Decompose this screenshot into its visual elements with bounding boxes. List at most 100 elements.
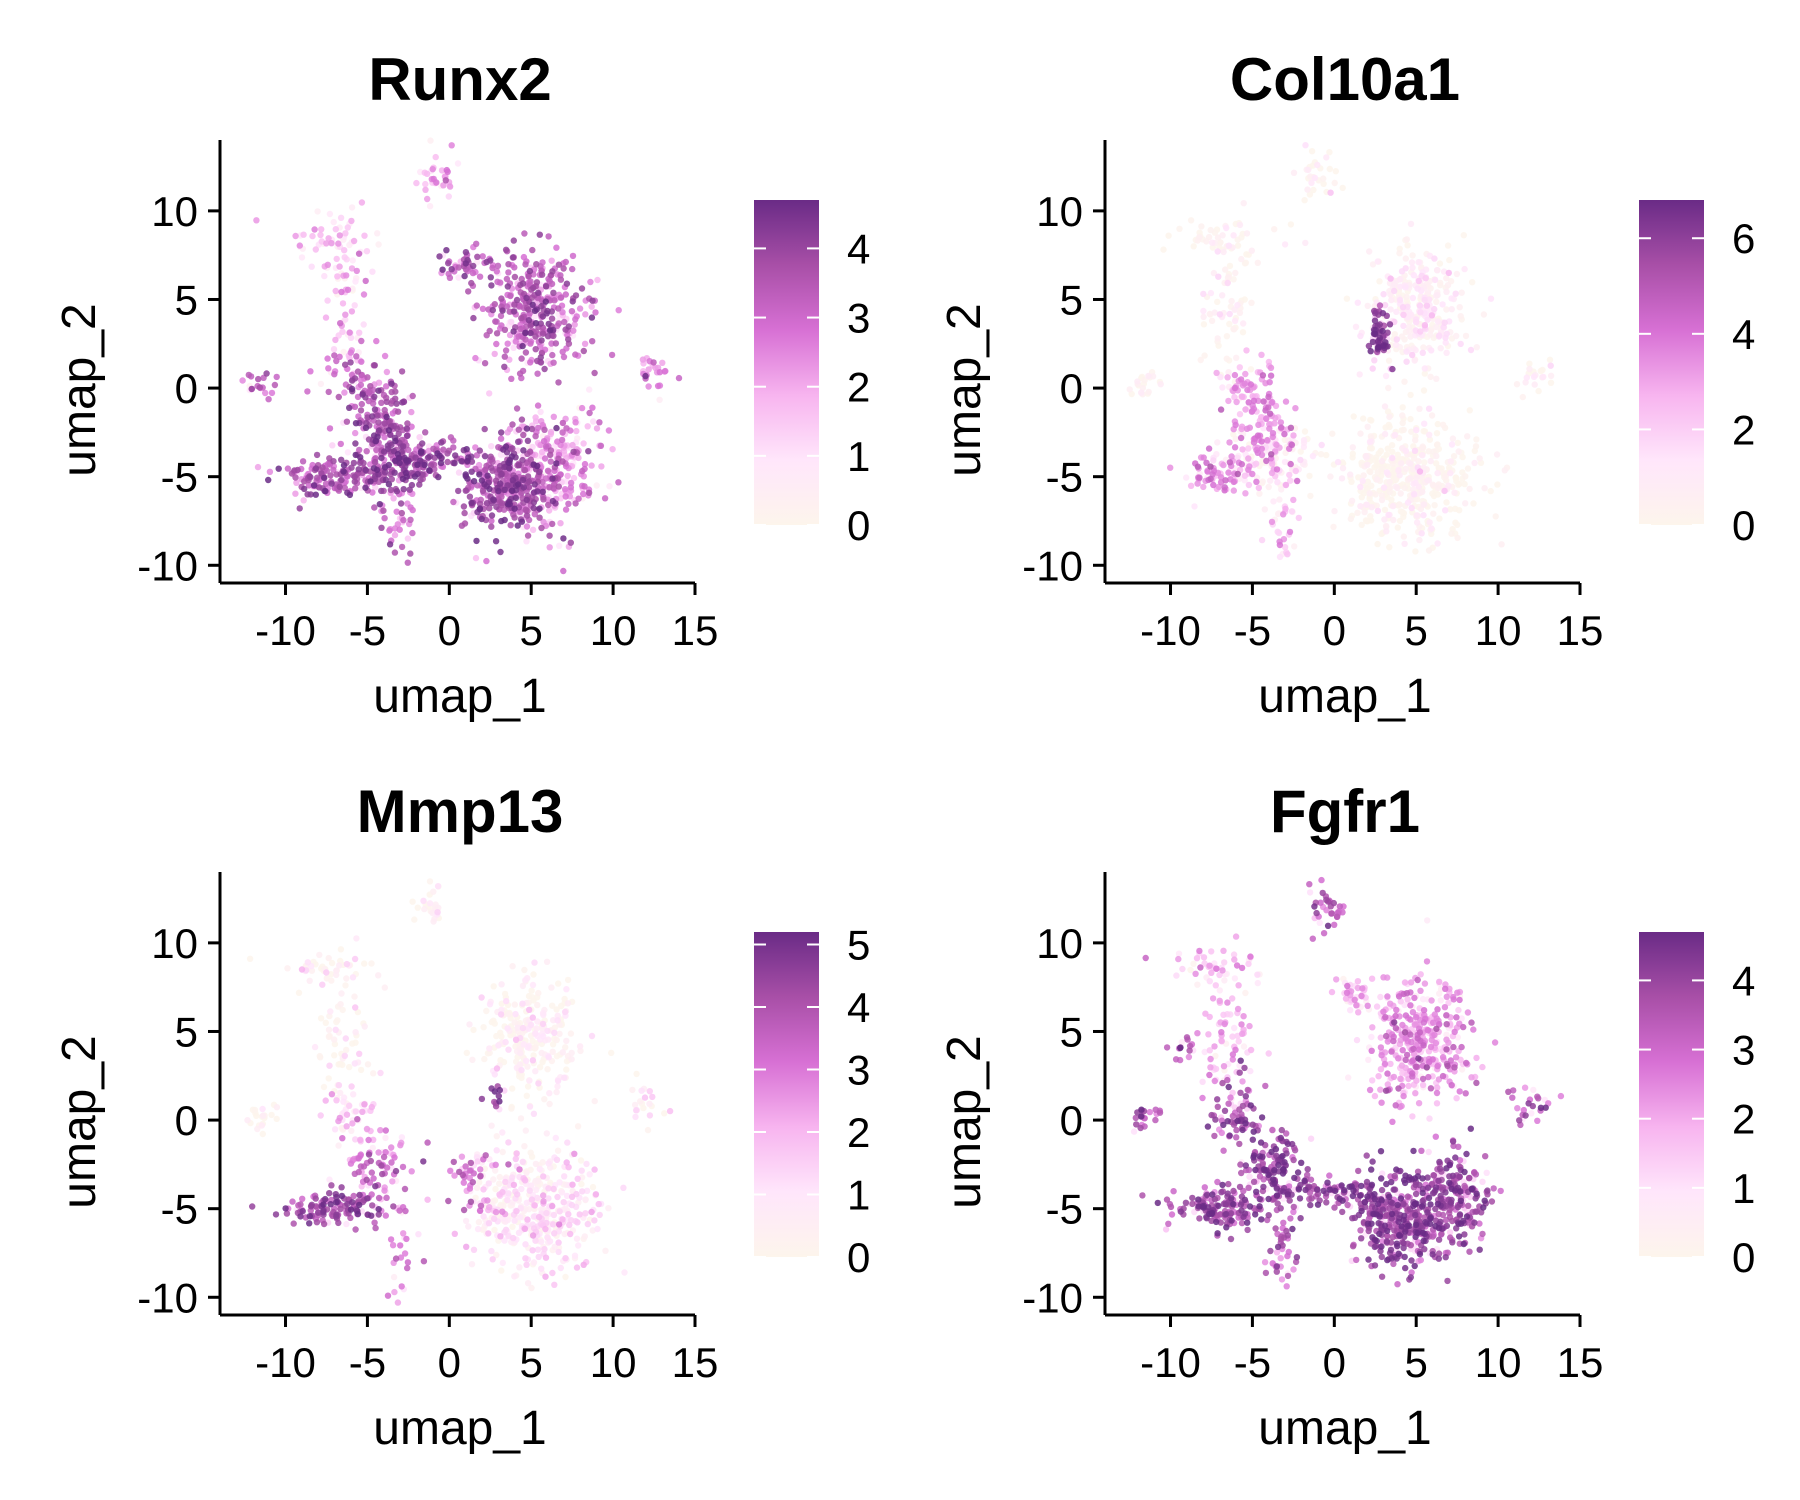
cell-point (574, 1175, 581, 1182)
cell-point (420, 1158, 427, 1165)
cell-point (343, 1111, 351, 1118)
cell-point (1347, 1007, 1354, 1014)
cell-point (420, 897, 427, 904)
cell-point (1286, 471, 1293, 479)
cell-point (1385, 357, 1393, 364)
cell-point (1452, 474, 1459, 482)
y-tick-label: -5 (1046, 454, 1083, 501)
cell-point (542, 298, 549, 305)
cell-point (421, 905, 428, 913)
cell-point (498, 429, 505, 436)
cell-point (544, 1027, 551, 1035)
cell-point (523, 496, 530, 504)
cell-point (298, 966, 306, 973)
y-tick-label: -5 (161, 1186, 198, 1233)
cell-point (476, 506, 483, 513)
x-axis-title: umap_1 (373, 670, 546, 723)
cell-point (468, 1261, 476, 1268)
x-tick-label: 0 (1323, 607, 1346, 654)
cell-point (486, 485, 493, 493)
cell-point (331, 352, 338, 359)
cell-point (563, 280, 571, 287)
cell-point (1157, 381, 1164, 388)
cell-point (574, 1123, 582, 1130)
cell-point (462, 1163, 469, 1170)
cell-point (565, 1211, 572, 1218)
cell-point (542, 1225, 549, 1233)
colorbar (1639, 200, 1704, 525)
cell-point (493, 340, 500, 348)
cell-point (529, 301, 536, 308)
cell-point (492, 1185, 499, 1193)
cell-point (1231, 956, 1238, 963)
cell-point (523, 538, 530, 545)
cell-point (489, 458, 496, 465)
cell-point (497, 480, 504, 487)
cell-point (1224, 279, 1231, 287)
x-tick-label: 5 (1405, 607, 1428, 654)
cell-point (352, 1108, 360, 1115)
cell-point (348, 204, 356, 211)
cell-point (1362, 517, 1370, 524)
cell-point (414, 904, 421, 911)
cell-point (541, 455, 549, 462)
cell-point (1378, 496, 1386, 504)
cell-point (1241, 296, 1248, 303)
cell-point (547, 428, 555, 436)
cell-point (493, 1032, 500, 1040)
cell-point (318, 226, 325, 233)
cell-point (445, 193, 452, 200)
cell-point (332, 287, 339, 295)
cell-point (320, 1201, 327, 1208)
cell-point (371, 504, 378, 511)
cell-point (632, 1113, 639, 1121)
cell-point (445, 1197, 452, 1205)
cell-point (1427, 457, 1434, 465)
y-axis-title: umap_2 (938, 303, 991, 476)
cell-point (430, 888, 437, 895)
x-axis-title: umap_1 (1258, 670, 1431, 723)
cell-point (1235, 1038, 1242, 1045)
cell-point (543, 1209, 550, 1217)
cell-point (512, 1036, 520, 1043)
cell-point (539, 488, 546, 495)
cell-point (1374, 540, 1381, 548)
cell-point (472, 554, 480, 562)
cell-point (1442, 507, 1449, 514)
cell-point (1419, 996, 1427, 1003)
cell-point (330, 218, 337, 226)
cell-point (293, 479, 300, 486)
cell-point (363, 448, 370, 455)
cell-point (1260, 398, 1267, 405)
cell-point (518, 355, 525, 362)
cell-point (1178, 1038, 1185, 1046)
cell-point (555, 261, 563, 268)
colorbar-tick-label: 0 (847, 1234, 870, 1281)
cell-point (443, 166, 450, 174)
cell-point (384, 1292, 392, 1299)
cell-point (316, 951, 323, 959)
cell-point (1226, 310, 1233, 318)
cell-point (1455, 448, 1462, 455)
cell-point (1302, 142, 1309, 149)
cell-point (549, 1202, 556, 1210)
cell-point (375, 419, 382, 426)
cell-point (1470, 500, 1477, 507)
cell-point (1259, 372, 1267, 379)
cell-point (559, 458, 566, 465)
cell-point (511, 1001, 518, 1008)
cell-point (609, 446, 616, 453)
cell-point (1535, 387, 1542, 395)
cell-point (1373, 1003, 1381, 1010)
cell-point (330, 466, 337, 473)
cell-point (1265, 483, 1272, 491)
cell-point (349, 974, 357, 981)
cell-point (666, 1107, 674, 1115)
cell-point (521, 1177, 529, 1184)
colorbar-tick-label: 2 (1732, 406, 1755, 453)
cell-point (346, 1063, 353, 1071)
colorbar (754, 932, 819, 1257)
cell-point (356, 459, 364, 467)
cell-point (420, 1258, 428, 1265)
cell-point (341, 389, 348, 396)
